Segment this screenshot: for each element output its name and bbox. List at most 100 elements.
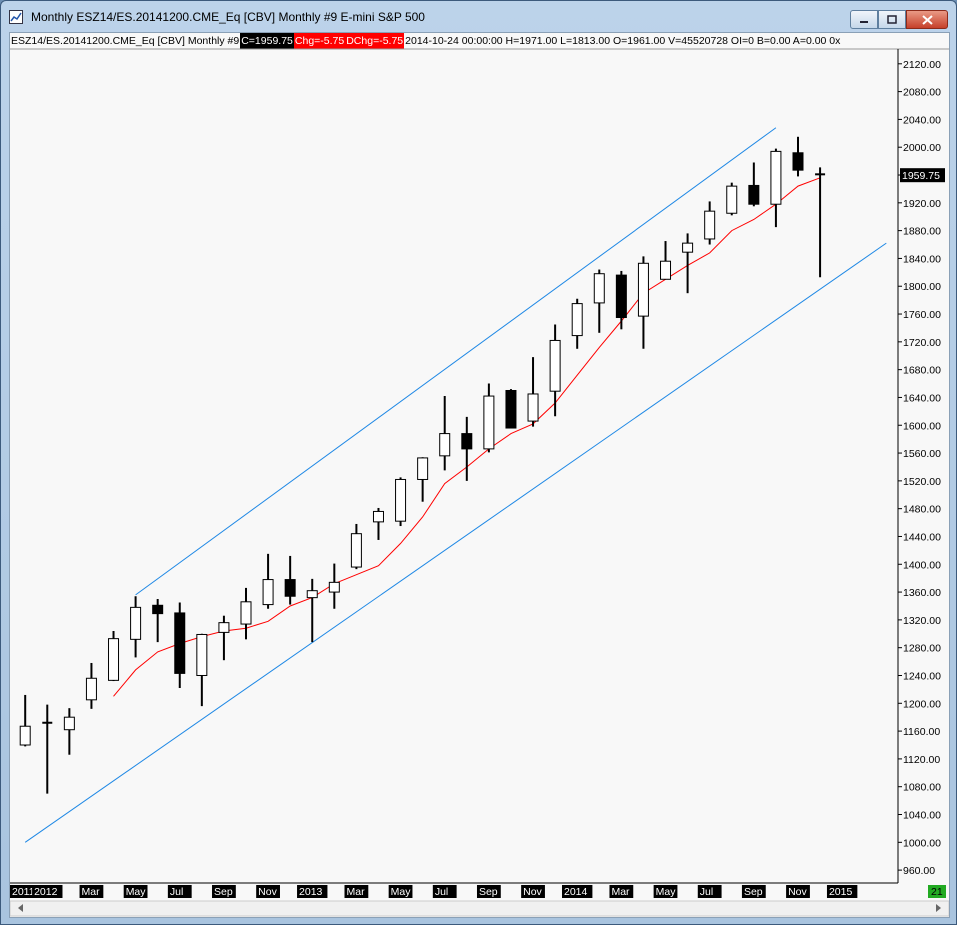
time-label: Jul	[700, 886, 713, 898]
candle[interactable]	[815, 167, 826, 278]
candle-body	[85, 677, 97, 701]
candle[interactable]	[770, 148, 782, 228]
corner-badge-label: 21	[931, 886, 943, 898]
candle[interactable]	[108, 631, 120, 682]
candle[interactable]	[593, 269, 605, 333]
time-label: 2012	[34, 886, 58, 898]
maximize-icon	[887, 15, 897, 24]
price-axis[interactable]: 2120.002080.002040.002000.001960.001920.…	[898, 59, 945, 877]
candle-body	[108, 638, 120, 681]
price-tick-label: 2120.00	[903, 59, 941, 71]
candle[interactable]	[461, 416, 473, 481]
price-tick-label: 1080.00	[903, 782, 941, 794]
window-controls	[850, 10, 948, 29]
candle[interactable]	[174, 602, 186, 688]
scroll-right-icon[interactable]	[936, 904, 941, 912]
candle[interactable]	[63, 708, 75, 755]
candle[interactable]	[704, 201, 716, 245]
candle[interactable]	[660, 241, 672, 280]
candle[interactable]	[240, 587, 252, 640]
price-tick-label: 1760.00	[903, 309, 941, 321]
candle-body	[704, 210, 716, 240]
time-label-box	[562, 885, 593, 898]
last-price-label: 1959.75	[902, 170, 940, 182]
regression-channel[interactable]	[24, 127, 887, 843]
price-tick-label: 2040.00	[903, 114, 941, 126]
window-title: Monthly ESZ14/ES.20141200.CME_Eq [CBV] M…	[31, 10, 425, 24]
candle[interactable]	[505, 389, 517, 429]
price-tick-label: 1680.00	[903, 365, 941, 377]
candle[interactable]	[615, 270, 627, 330]
candle-body	[527, 393, 539, 422]
time-label-box	[256, 885, 280, 898]
scroll-left-icon[interactable]	[18, 904, 23, 912]
candle[interactable]	[417, 457, 429, 502]
close-button[interactable]	[906, 10, 948, 29]
maximize-button[interactable]	[878, 10, 906, 29]
candle[interactable]	[395, 477, 407, 527]
candle[interactable]	[527, 357, 539, 427]
price-tick-label: 1320.00	[903, 615, 941, 627]
time-axis[interactable]: 2011 2012 Mar May Jul Sep Nov 2013 Mar May Jul Sep N…	[10, 884, 946, 900]
candle[interactable]	[42, 704, 53, 794]
candle[interactable]	[328, 563, 340, 609]
candle[interactable]	[130, 596, 142, 658]
candle[interactable]	[483, 383, 495, 453]
status-close: C=1959.75	[240, 33, 294, 49]
candle[interactable]	[284, 555, 296, 605]
time-label: Jul	[170, 886, 183, 898]
time-label-box	[741, 885, 766, 898]
candle-body	[240, 601, 252, 625]
horizontal-scrollbar[interactable]	[10, 900, 949, 917]
time-label: Nov	[523, 886, 542, 898]
candle-body	[372, 510, 384, 523]
price-tick-label: 1920.00	[903, 198, 941, 210]
candle[interactable]	[748, 162, 760, 207]
candle[interactable]	[262, 553, 274, 609]
candles[interactable]	[19, 136, 826, 794]
candle[interactable]	[196, 633, 208, 707]
candle[interactable]	[152, 599, 164, 643]
candle[interactable]	[85, 662, 97, 709]
candle[interactable]	[350, 523, 362, 570]
time-label-box	[79, 885, 104, 898]
candle-body	[130, 606, 142, 640]
candle[interactable]	[218, 615, 230, 661]
price-tick-label: 1520.00	[903, 476, 941, 488]
time-label: May	[391, 886, 412, 898]
candle-body	[439, 433, 451, 457]
candle[interactable]	[372, 507, 384, 540]
time-label: Mar	[347, 886, 366, 898]
candle-body	[461, 433, 473, 450]
candle-body	[417, 457, 429, 480]
candle[interactable]	[306, 578, 318, 643]
price-tick-label: 1120.00	[903, 754, 940, 766]
candle[interactable]	[792, 136, 804, 177]
channel-lower-line[interactable]	[24, 242, 887, 843]
time-label-box	[786, 885, 810, 898]
price-tick-label: 1040.00	[903, 810, 941, 822]
price-tick-label: 1600.00	[903, 420, 941, 432]
candle-body	[682, 242, 694, 253]
minimize-button[interactable]	[850, 10, 878, 29]
candle[interactable]	[19, 694, 31, 747]
candle[interactable]	[571, 298, 583, 349]
chart-app-icon	[9, 10, 23, 24]
price-tick-label: 1360.00	[903, 587, 941, 599]
candle-body	[152, 604, 164, 615]
price-tick-label: 1200.00	[903, 698, 941, 710]
candle[interactable]	[549, 324, 561, 417]
candle[interactable]	[726, 182, 738, 216]
candle-body	[505, 389, 517, 429]
candle[interactable]	[682, 233, 694, 294]
candle[interactable]	[637, 256, 649, 349]
candle-body	[63, 716, 75, 731]
price-chart[interactable]: 2120.002080.002040.002000.001960.001920.…	[10, 33, 949, 917]
candle-body	[660, 260, 672, 280]
channel-upper-line[interactable]	[135, 127, 777, 596]
candle[interactable]	[439, 396, 451, 471]
price-tick-label: 2000.00	[903, 142, 941, 154]
time-label: Sep	[479, 886, 498, 898]
title-bar[interactable]: Monthly ESZ14/ES.20141200.CME_Eq [CBV] M…	[1, 1, 956, 33]
